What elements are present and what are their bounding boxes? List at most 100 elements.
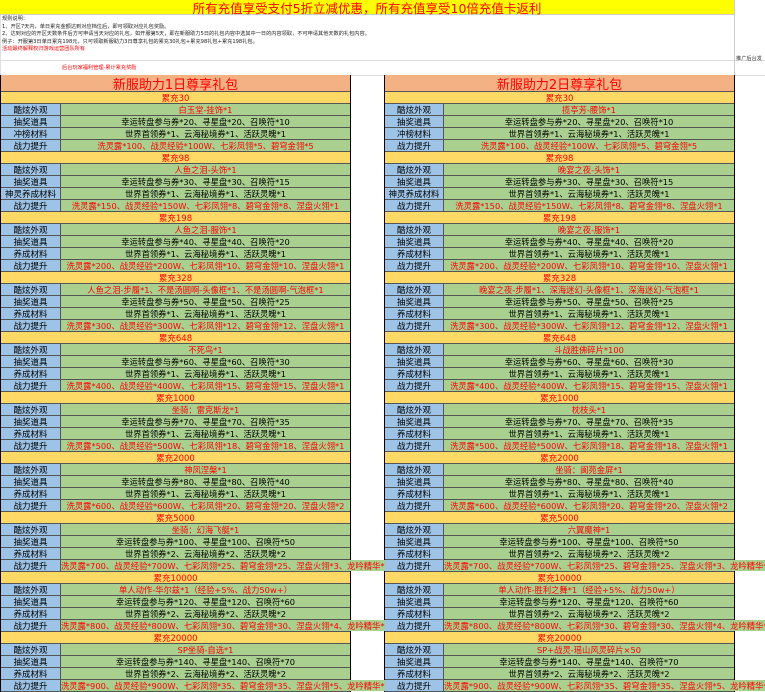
tier-header: 累充30 xyxy=(385,92,734,104)
rules-section: 规则说明： 1、开区7天内，单日累充金额达到对应档位后，即可领取对应礼包奖励。 … xyxy=(2,16,732,54)
row-label: 战力提升 xyxy=(385,380,444,391)
row-value: SP坐骑-自选*1 xyxy=(61,644,350,655)
row-value: 世界首领券*1、云海秘境券*1、活跃灵魄*1 xyxy=(444,248,734,259)
row-label: 抽奖道具 xyxy=(385,596,444,607)
rules-notice: 活动最终解释权归游戏运营团队所有 xyxy=(2,46,86,53)
row-label: 战力提升 xyxy=(1,500,61,511)
table-row: 战力提升 洗灵露*300、战灵经验*300W、七彩凤翎*12、碧穹金翎*12、涅盘… xyxy=(385,320,734,332)
row-value: 幸运转盘参与券*30、寻星盘*30、召唤符*15 xyxy=(61,176,350,187)
row-label: 抽奖道具 xyxy=(1,476,61,487)
row-label: 抽奖道具 xyxy=(1,296,61,307)
tier-header: 累充20000 xyxy=(1,632,350,644)
row-label: 抽奖道具 xyxy=(385,176,444,187)
tier-header: 累充1000 xyxy=(385,392,734,404)
table-row: 抽奖道具 幸运转盘参与券*100、寻星盘*100、召唤符*50 xyxy=(1,536,350,548)
tier-header: 累充1000 xyxy=(1,392,350,404)
row-value: 白玉堂-挂饰*1 xyxy=(61,104,350,115)
row-value: 洗灵露*400、战灵经验*400W、七彩凤翎*15、碧穹金翎*15、涅盘火翎*1 xyxy=(61,380,350,391)
row-label: 抽奖道具 xyxy=(385,116,444,127)
side-column-header[interactable]: 推广后台发 xyxy=(736,56,762,62)
row-value: 世界首领券*2、云海秘境券*2、活跃灵魄*2 xyxy=(444,668,734,679)
row-value: 洗灵露*300、战灵经验*300W、七彩凤翎*12、碧穹金翎*12、涅盘火翎*1 xyxy=(61,320,350,331)
table-row: 战力提升 洗灵露*900、战灵经验*900W、七彩凤翎*35、碧穹金翎*35、涅盘… xyxy=(1,680,390,692)
rules-line-1: 1、开区7天内，单日累充金额达到对应档位后，即可领取对应礼包奖励。 xyxy=(2,23,170,30)
row-label: 抽奖道具 xyxy=(1,116,61,127)
row-label: 养成材料 xyxy=(1,428,61,439)
row-label: 养成材料 xyxy=(385,428,444,439)
rules-heading: 规则说明： xyxy=(2,16,28,22)
table-row: 战力提升 洗灵露*900、战灵经验*900W、七彩凤翎*35、碧穹金翎*35、涅盘… xyxy=(385,680,765,692)
promo-banner: 所有充值享受支付5折立减优惠，所有充值享受10倍充值卡返利 xyxy=(0,0,734,16)
row-label: 养成材料 xyxy=(385,548,444,559)
table-row: 酷炫外观 晚宴之夜-步履*1、深海迷幻-头像框*1、深海迷幻-气泡框*1 xyxy=(385,284,734,296)
row-label: 抽奖道具 xyxy=(1,536,61,547)
table-row: 养成材料 世界首领券*1、云海秘境券*1、活跃灵魄*1 xyxy=(1,308,350,320)
table-row: 养成材料 世界首领券*1、云海秘境券*1、活跃灵魄*1 xyxy=(385,368,734,380)
row-label: 战力提升 xyxy=(385,140,444,151)
row-label: 酷炫外观 xyxy=(385,464,444,475)
row-value: 洗灵露*300、战灵经验*300W、七彩凤翎*12、碧穹金翎*12、涅盘火翎*1 xyxy=(444,320,734,331)
row-label: 酷炫外观 xyxy=(385,344,444,355)
table-row: 酷炫外观 单人动作-胜利之舞*1（经验+5%、战力50w+） xyxy=(385,584,734,596)
table-row: 战力提升 洗灵露*200、战灵经验*200W、七彩凤翎*10、碧穹金翎*10、涅盘… xyxy=(1,260,350,272)
row-label: 养成材料 xyxy=(385,668,444,679)
row-label: 战力提升 xyxy=(1,620,61,631)
row-value: 世界首领券*1、云海秘境券*1、活跃灵魄*1 xyxy=(61,308,350,319)
row-label: 酷炫外观 xyxy=(385,164,444,175)
row-label: 战力提升 xyxy=(1,200,61,211)
tier-header: 累充20000 xyxy=(385,632,734,644)
tier-header: 累充5000 xyxy=(385,512,734,524)
row-label: 酷炫外观 xyxy=(1,284,61,295)
row-value: 幸运转盘参与券*100、寻星盘*100、召唤符*50 xyxy=(444,536,734,547)
row-label: 抽奖道具 xyxy=(1,416,61,427)
row-value: 洗灵露*900、战灵经验*900W、七彩凤翎*35、碧穹金翎*35、涅盘火翎*5… xyxy=(444,680,765,691)
table-row: 战力提升 洗灵露*150、战灵经验*150W、七彩凤翎*8、碧穹金翎*8、涅盘火翎… xyxy=(1,200,350,212)
row-label: 战力提升 xyxy=(1,680,61,691)
table-row: 冲榜材料 世界首领券*1、云海秘境券*1、活跃灵魄*1 xyxy=(1,128,350,140)
tier-header: 累充98 xyxy=(1,152,350,164)
sub-heading: 后台玩家福利管理-累计累充奖励 xyxy=(62,65,137,71)
row-label: 冲榜材料 xyxy=(1,128,61,139)
tier-header: 累充10000 xyxy=(1,572,350,584)
table-row: 战力提升 洗灵露*150、战灵经验*150W、七彩凤翎*8、碧穹金翎*8、涅盘火翎… xyxy=(385,200,734,212)
table-row: 战力提升 洗灵露*100、战灵经验*100W、七彩凤翎*5、碧穹金翎*5 xyxy=(1,140,350,152)
row-label: 战力提升 xyxy=(1,380,61,391)
row-label: 养成材料 xyxy=(385,368,444,379)
table-row: 酷炫外观 神凤涅槃*1 xyxy=(1,464,350,476)
row-label: 战力提升 xyxy=(1,140,61,151)
row-label: 酷炫外观 xyxy=(1,404,61,415)
row-value: 坐骑：阆苑金屏*1 xyxy=(444,464,734,475)
table-row: 酷炫外观 斗战胜佛碎片*100 xyxy=(385,344,734,356)
row-value: 世界首领券*2、云海秘境券*2、活跃灵魄*2 xyxy=(61,608,350,619)
row-value: 幸运转盘参与券*70、寻星盘*70、召唤符*35 xyxy=(61,416,350,427)
row-value: 世界首领券*1、云海秘境券*1、活跃灵魄*1 xyxy=(61,128,350,139)
table-row: 酷炫外观 坐骑：雷克斯龙*1 xyxy=(1,404,350,416)
row-value: 幸运转盘参与券*70、寻星盘*70、召唤符*35 xyxy=(444,416,734,427)
table-row: 战力提升 洗灵露*100、战灵经验*100W、七彩凤翎*5、碧穹金翎*5 xyxy=(385,140,734,152)
table-row: 抽奖道具 幸运转盘参与券*120、寻星盘*120、召唤符*60 xyxy=(385,596,734,608)
row-value: 世界首领券*1、云海秘境券*1、活跃灵魄*1 xyxy=(444,308,734,319)
table-row: 战力提升 洗灵露*300、战灵经验*300W、七彩凤翎*12、碧穹金翎*12、涅盘… xyxy=(1,320,350,332)
row-label: 冲榜材料 xyxy=(385,128,444,139)
row-label: 抽奖道具 xyxy=(385,296,444,307)
table-row: 酷炫外观 SP坐骑-自选*1 xyxy=(1,644,350,656)
table-row: 抽奖道具 幸运转盘参与券*20、寻星盘*20、召唤符*10 xyxy=(385,116,734,128)
tier-header: 累充648 xyxy=(1,332,350,344)
table-row: 战力提升 洗灵露*700、战灵经验*700W、七彩凤翎*25、碧穹金翎*25、涅盘… xyxy=(385,560,765,572)
row-value: 世界首领券*1、云海秘境券*1、活跃灵魄*1 xyxy=(444,128,734,139)
row-label: 战力提升 xyxy=(385,260,444,271)
row-label: 战力提升 xyxy=(1,260,61,271)
row-value: 揽亭芳-腰饰*1 xyxy=(444,104,734,115)
row-value: 洗灵露*900、战灵经验*900W、七彩凤翎*35、碧穹金翎*35、涅盘火翎*5… xyxy=(61,680,390,691)
row-label: 抽奖道具 xyxy=(385,656,444,667)
row-label: 战力提升 xyxy=(385,680,444,691)
row-label: 抽奖道具 xyxy=(385,356,444,367)
row-value: 不死鸟*1 xyxy=(61,344,350,355)
table-row: 神灵养成材料 世界首领券*1、云海秘境券*1、活跃灵魄*1 xyxy=(1,188,350,200)
table-row: 抽奖道具 幸运转盘参与券*30、寻星盘*30、召唤符*15 xyxy=(385,176,734,188)
row-label: 酷炫外观 xyxy=(385,284,444,295)
table-row: 战力提升 洗灵露*600、战灵经验*600W、七彩凤翎*20、碧穹金翎*20、涅盘… xyxy=(1,500,350,512)
row-value: 洗灵露*100、战灵经验*100W、七彩凤翎*5、碧穹金翎*5 xyxy=(444,140,734,151)
table-row: 养成材料 世界首领券*2、云海秘境券*2、活跃灵魄*2 xyxy=(1,608,350,620)
table-row: 抽奖道具 幸运转盘参与券*20、寻星盘*20、召唤符*10 xyxy=(1,116,350,128)
